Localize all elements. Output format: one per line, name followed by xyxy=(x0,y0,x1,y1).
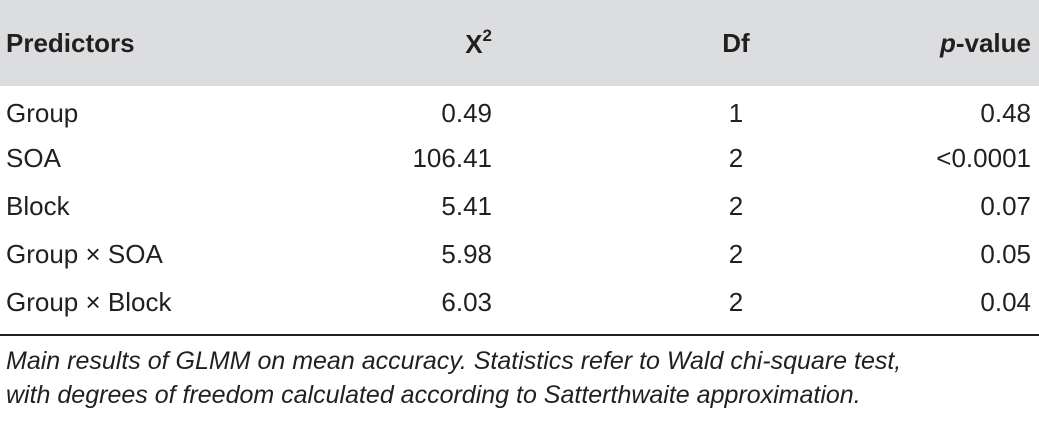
table-caption: Main results of GLMM on mean accuracy. S… xyxy=(6,344,1036,412)
cell-chi-square: 0.49 xyxy=(441,97,492,128)
cell-chi-square: 5.98 xyxy=(441,238,492,269)
table-row: Group 0.49 1 0.48 xyxy=(0,86,1039,134)
results-table: Predictors X2 Df p-value Group 0.49 1 0.… xyxy=(0,0,1039,326)
cell-df: 2 xyxy=(728,286,744,317)
cell-p-value: 0.04 xyxy=(980,286,1031,317)
header-p-value: p-value xyxy=(936,0,1039,86)
table-bottom-rule xyxy=(0,334,1039,336)
header-p-rest: -value xyxy=(955,27,1031,58)
cell-chi-square: 106.41 xyxy=(412,142,492,173)
table-header: Predictors X2 Df p-value xyxy=(0,0,1039,86)
table-row: Block 5.41 2 0.07 xyxy=(0,182,1039,230)
cell-predictor: SOA xyxy=(6,142,61,173)
cell-df: 2 xyxy=(728,238,744,269)
header-row: Predictors X2 Df p-value xyxy=(0,0,1039,86)
cell-predictor: Block xyxy=(6,190,70,221)
cell-p-value: 0.05 xyxy=(980,238,1031,269)
cell-predictor: Group × Block xyxy=(6,286,172,317)
header-chi-square: X2 xyxy=(336,0,492,86)
header-chi-superscript: 2 xyxy=(482,26,492,45)
table-row: Group × Block 6.03 2 0.04 xyxy=(0,278,1039,326)
header-df: Df xyxy=(722,27,750,58)
table-row: SOA 106.41 2 <0.0001 xyxy=(0,134,1039,182)
cell-df: 1 xyxy=(728,97,744,128)
cell-predictor: Group xyxy=(6,97,79,128)
header-chi-base: X xyxy=(465,29,483,59)
cell-predictor: Group × SOA xyxy=(6,238,163,269)
cell-p-value: 0.07 xyxy=(980,190,1031,221)
cell-df: 2 xyxy=(728,142,744,173)
cell-p-value: <0.0001 xyxy=(936,142,1031,173)
cell-p-value: 0.48 xyxy=(980,97,1031,128)
cell-chi-square: 6.03 xyxy=(441,286,492,317)
table-row: Group × SOA 5.98 2 0.05 xyxy=(0,230,1039,278)
header-p-italic: p xyxy=(939,27,956,58)
cell-df: 2 xyxy=(728,190,744,221)
caption-line-1: Main results of GLMM on mean accuracy. S… xyxy=(6,347,902,375)
header-predictors: Predictors xyxy=(6,27,135,58)
table-body: Group 0.49 1 0.48 SOA 106.41 2 <0.0001 B… xyxy=(0,86,1039,326)
caption-line-2: with degrees of freedom calculated accor… xyxy=(6,381,861,409)
cell-chi-square: 5.41 xyxy=(441,190,492,221)
